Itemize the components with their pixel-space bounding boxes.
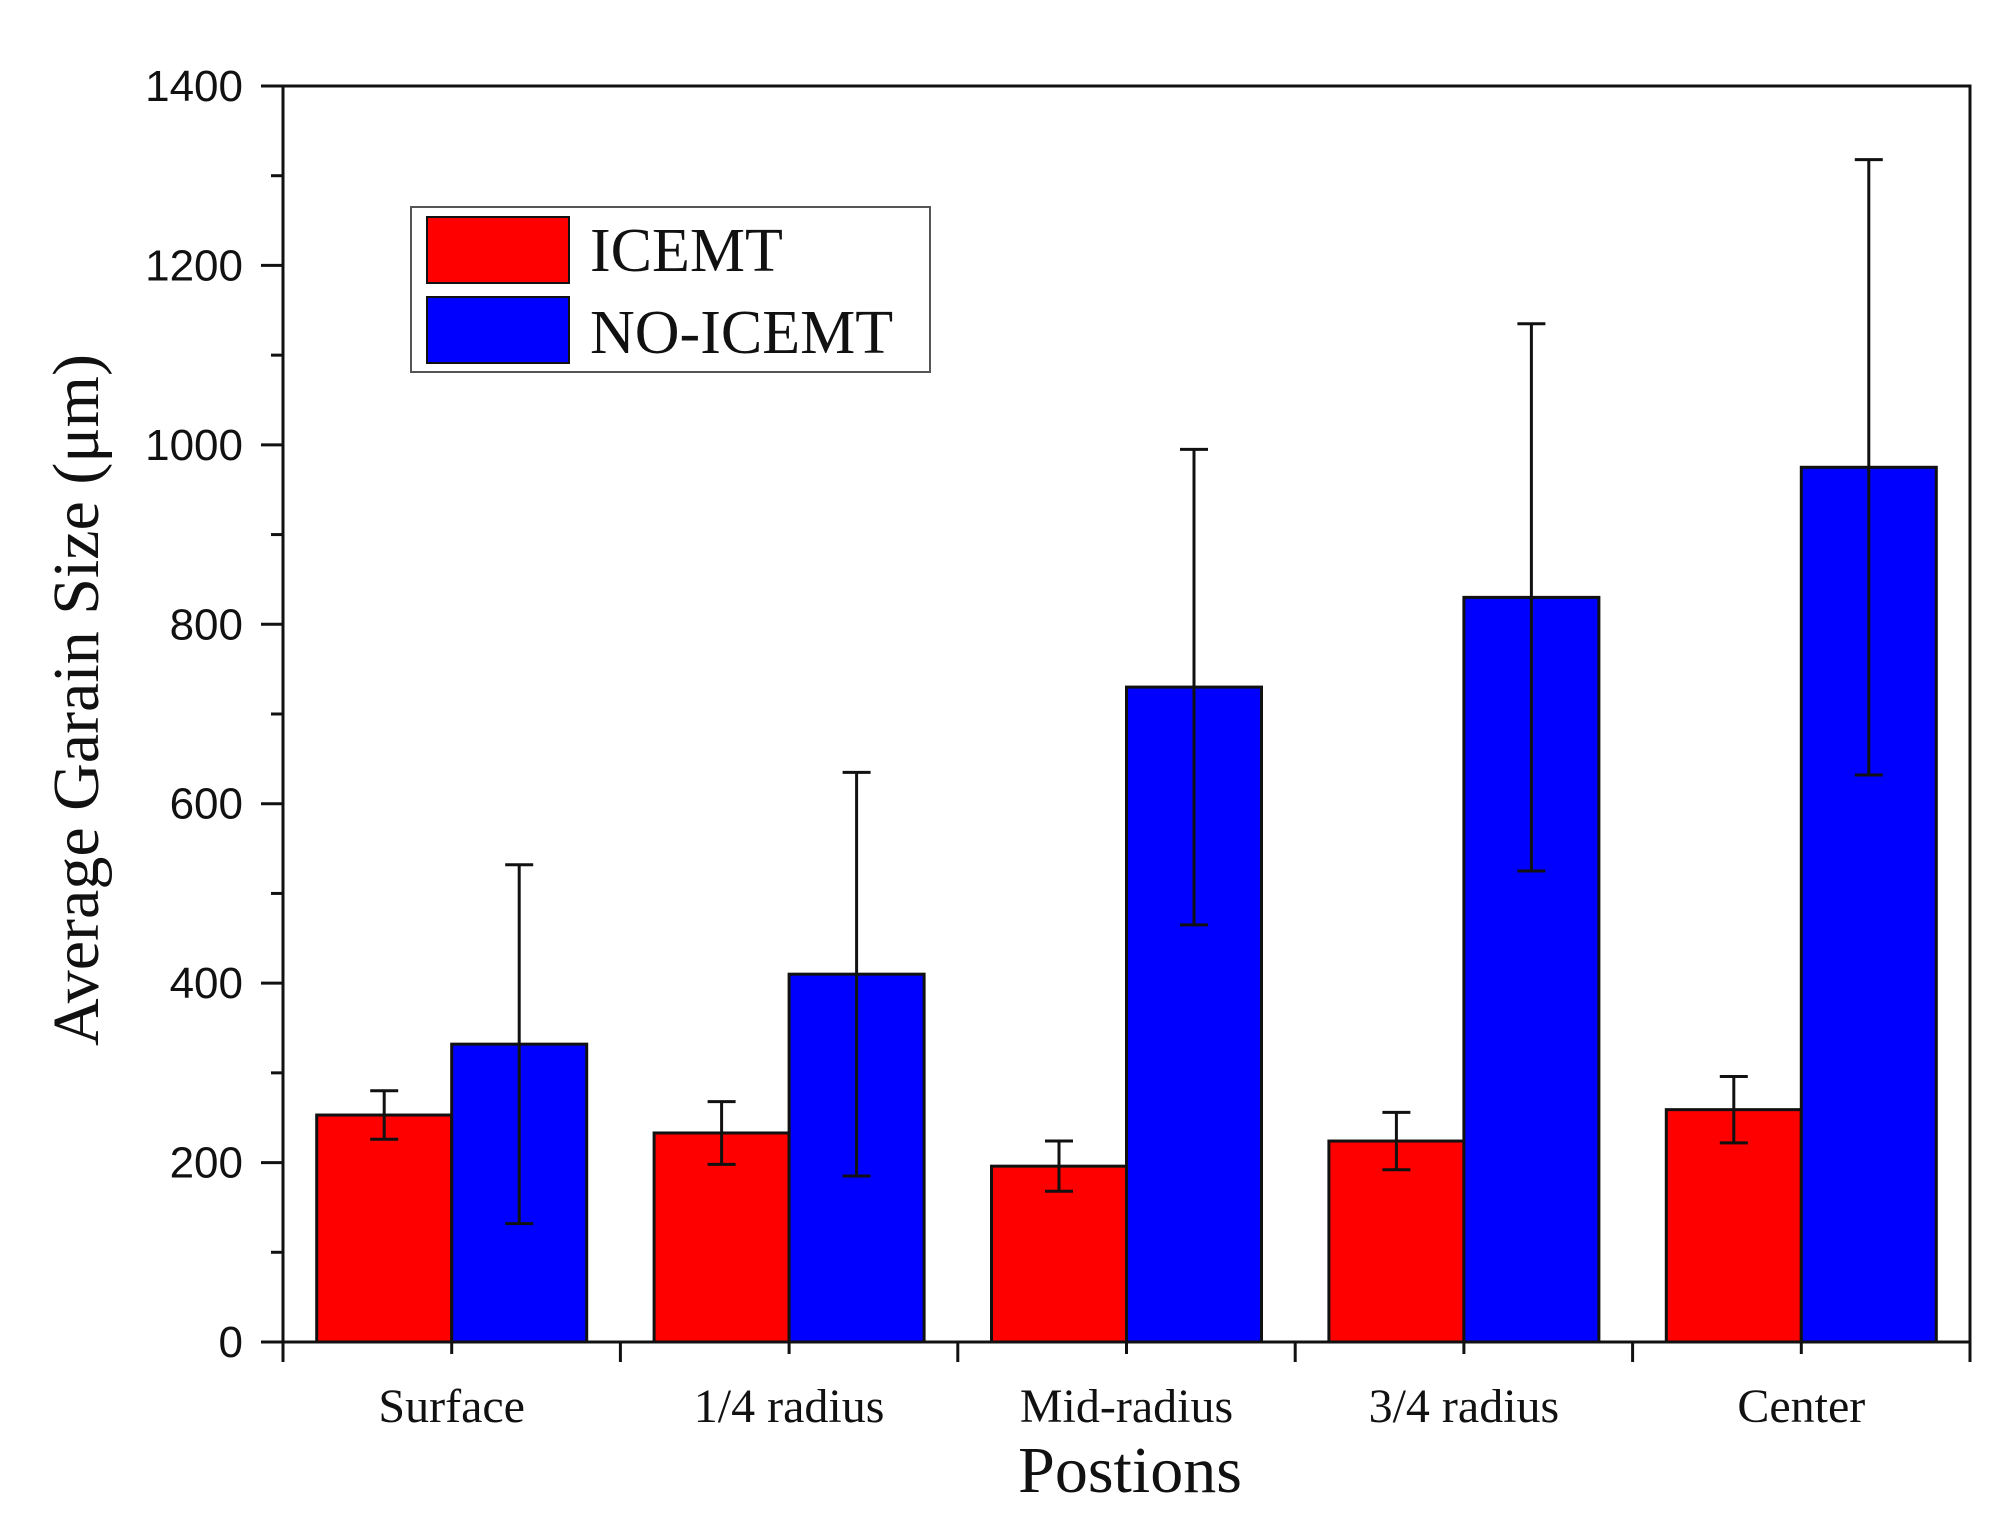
bar-icemt-1 [652, 1131, 791, 1344]
y-tick-label: 200 [170, 1139, 243, 1188]
y-tick-label: 0 [219, 1318, 243, 1367]
legend-swatch-no-icemt [426, 296, 570, 364]
error-bars-layer [370, 158, 1883, 1226]
y-tick-label: 400 [170, 959, 243, 1008]
x-tick-label: 1/4 radius [694, 1380, 885, 1433]
legend-label-icemt: ICEMT [590, 217, 783, 285]
y-tick-label: 600 [170, 780, 243, 829]
x-tick-label: Mid-radius [1020, 1380, 1233, 1433]
legend: ICEMT NO-ICEMT [410, 206, 931, 373]
y-tick-label: 1000 [145, 421, 243, 470]
tick-labels-layer: Surface 1/4 radius Mid-radius 3/4 radius Cen… [145, 62, 1865, 1433]
y-axis-title: Average Garain Size (μm) [40, 354, 113, 1046]
bars-layer [315, 465, 1938, 1344]
bar-icemt-4 [1664, 1108, 1803, 1344]
legend-label-no-icemt: NO-ICEMT [590, 299, 893, 367]
y-tick-label: 1200 [145, 241, 243, 290]
bar-icemt-3 [1327, 1139, 1466, 1344]
y-tick-label: 800 [170, 600, 243, 649]
legend-swatch-icemt [426, 216, 570, 284]
axes-layer [261, 84, 1972, 1362]
x-tick-label: Center [1737, 1380, 1865, 1433]
x-tick-label: Surface [378, 1380, 525, 1433]
bar-icemt-0 [315, 1113, 454, 1344]
x-axis-title: Postions [1018, 1434, 1242, 1507]
x-tick-label: 3/4 radius [1369, 1380, 1560, 1433]
y-tick-label: 1400 [145, 62, 243, 111]
